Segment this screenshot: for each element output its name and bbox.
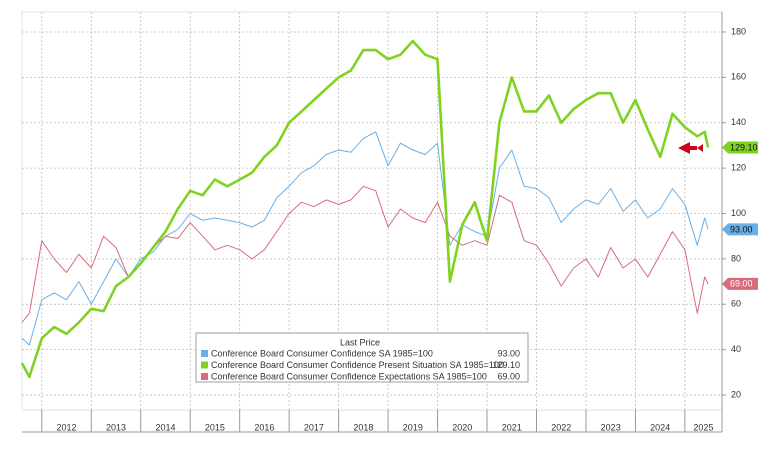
last-price-label: 69.00: [730, 279, 753, 289]
last-price-label: 129.10: [730, 142, 758, 152]
x-tick-label: 2025: [693, 422, 713, 432]
x-tick-label: 2019: [403, 422, 423, 432]
legend-box: [195, 332, 529, 383]
x-tick-label: 2013: [106, 422, 126, 432]
y-tick-label: 60: [731, 299, 741, 309]
legend-swatch: [201, 373, 208, 380]
legend-swatch: [201, 361, 208, 369]
x-tick-label: 2024: [650, 422, 670, 432]
arrow: [678, 142, 703, 154]
arrow-tail: [697, 144, 703, 152]
legend: Last Price Conference Board Consumer Con…: [195, 332, 529, 383]
legend-label: Conference Board Consumer Confidence Exp…: [211, 371, 487, 381]
y-tick-label: 140: [731, 117, 746, 127]
legend-label: Conference Board Consumer Confidence Pre…: [211, 360, 504, 370]
y-tick-label: 40: [731, 344, 741, 354]
series-line: [20, 39, 710, 379]
legend-title: Last Price: [340, 337, 380, 347]
x-tick-label: 2012: [57, 422, 77, 432]
y-tick-label: 80: [731, 253, 741, 263]
series-line: [21, 185, 709, 323]
x-tick-label: 2014: [155, 422, 175, 432]
x-tick-label: 2015: [205, 422, 225, 432]
x-tick-label: 2021: [502, 422, 522, 432]
last-price-tag: [722, 277, 758, 290]
legend-value: 69.00: [497, 371, 520, 381]
y-tick-label: 160: [731, 72, 746, 82]
legend-swatch: [201, 350, 208, 357]
y-tick-label: 100: [731, 208, 746, 218]
x-tick-label: 2022: [551, 422, 571, 432]
x-tick-label: 2020: [452, 422, 472, 432]
legend-value: 93.00: [497, 348, 520, 358]
arrow-head: [678, 142, 690, 154]
y-tick-label: 20: [731, 389, 741, 399]
legend-value: 129.10: [492, 360, 520, 370]
x-tick-label: 2018: [353, 422, 373, 432]
x-tick-label: 2016: [254, 422, 274, 432]
x-tick-label: 2023: [601, 422, 621, 432]
y-tick-label: 180: [731, 26, 746, 36]
last-price-tag: [722, 141, 758, 154]
y-tick-label: 120: [731, 162, 746, 172]
legend-label: Conference Board Consumer Confidence SA …: [211, 348, 433, 358]
x-tick-label: 2017: [304, 422, 324, 432]
arrow-shaft: [689, 146, 697, 150]
last-price-tag: [722, 223, 758, 236]
series-line: [21, 131, 709, 346]
last-price-label: 93.00: [730, 224, 753, 234]
lines: [20, 39, 710, 379]
